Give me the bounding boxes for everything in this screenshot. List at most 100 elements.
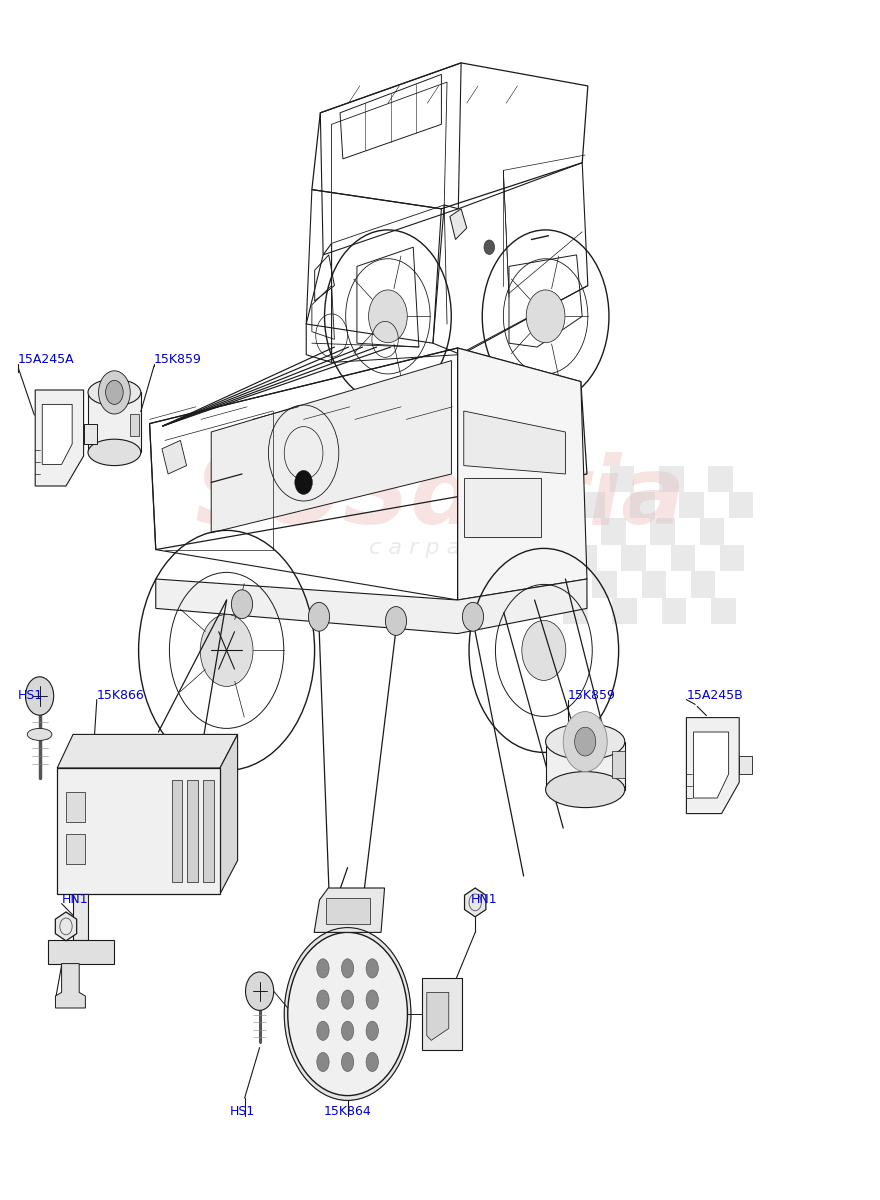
Polygon shape (422, 978, 462, 1050)
Bar (203, 780, 214, 882)
Bar (326, 898, 370, 924)
Ellipse shape (341, 990, 354, 1009)
Ellipse shape (317, 1052, 329, 1072)
Polygon shape (450, 209, 466, 240)
Circle shape (99, 371, 130, 414)
Text: c a r p a r t s: c a r p a r t s (369, 539, 511, 558)
Polygon shape (700, 518, 724, 545)
Ellipse shape (88, 379, 141, 406)
Polygon shape (162, 440, 187, 474)
Polygon shape (621, 545, 646, 571)
Polygon shape (708, 466, 733, 492)
Bar (57, 768, 220, 894)
Polygon shape (610, 466, 634, 492)
Polygon shape (84, 424, 97, 444)
Text: HS1: HS1 (18, 689, 43, 702)
Polygon shape (581, 492, 605, 518)
Text: 15A245A: 15A245A (18, 353, 74, 366)
Polygon shape (686, 718, 739, 814)
Polygon shape (464, 410, 566, 474)
Circle shape (231, 589, 253, 618)
Polygon shape (88, 392, 141, 452)
Polygon shape (55, 964, 85, 1008)
Polygon shape (220, 734, 238, 894)
Polygon shape (572, 545, 597, 571)
Polygon shape (55, 912, 77, 941)
Text: 15K866: 15K866 (97, 689, 144, 702)
Circle shape (106, 380, 123, 404)
Polygon shape (691, 571, 715, 598)
Circle shape (288, 932, 407, 1096)
Circle shape (463, 602, 484, 631)
Ellipse shape (366, 1021, 378, 1040)
Circle shape (385, 606, 407, 636)
Ellipse shape (546, 724, 625, 760)
Polygon shape (42, 404, 72, 464)
Polygon shape (693, 732, 729, 798)
Polygon shape (592, 571, 617, 598)
Text: HN1: HN1 (471, 893, 497, 906)
Circle shape (484, 240, 495, 254)
Circle shape (526, 290, 565, 343)
Polygon shape (48, 940, 114, 964)
Polygon shape (427, 992, 449, 1040)
Text: SOSderia: SOSderia (194, 452, 686, 544)
Bar (464, 478, 540, 538)
Ellipse shape (317, 1021, 329, 1040)
Circle shape (522, 620, 566, 680)
Polygon shape (563, 598, 588, 624)
Polygon shape (729, 492, 753, 518)
Text: HN1: HN1 (62, 893, 88, 906)
Text: 15K859: 15K859 (154, 353, 202, 366)
Text: 15K859: 15K859 (568, 689, 615, 702)
Ellipse shape (546, 772, 625, 808)
Ellipse shape (27, 728, 52, 740)
Polygon shape (650, 518, 675, 545)
Polygon shape (465, 888, 486, 917)
Bar (187, 780, 198, 882)
Ellipse shape (366, 959, 378, 978)
Polygon shape (314, 888, 385, 932)
Polygon shape (671, 545, 695, 571)
Circle shape (246, 972, 274, 1010)
Ellipse shape (317, 990, 329, 1009)
Polygon shape (720, 545, 744, 571)
Circle shape (295, 470, 312, 494)
Polygon shape (739, 756, 752, 774)
Ellipse shape (341, 1021, 354, 1040)
Polygon shape (458, 348, 587, 600)
Circle shape (284, 928, 411, 1100)
Polygon shape (630, 492, 655, 518)
Polygon shape (711, 598, 736, 624)
Polygon shape (601, 518, 626, 545)
Text: 15K864: 15K864 (324, 1105, 371, 1118)
Circle shape (201, 614, 253, 686)
Ellipse shape (341, 959, 354, 978)
Bar (612, 751, 625, 778)
Circle shape (26, 677, 54, 715)
Polygon shape (679, 492, 704, 518)
Bar (66, 792, 85, 822)
Text: 15A245B: 15A245B (686, 689, 743, 702)
Text: HS1: HS1 (230, 1105, 254, 1118)
Ellipse shape (317, 959, 329, 978)
Polygon shape (546, 742, 625, 790)
Circle shape (563, 712, 607, 772)
Polygon shape (659, 466, 684, 492)
Polygon shape (156, 578, 587, 634)
Bar (130, 414, 139, 436)
Polygon shape (57, 734, 238, 768)
Polygon shape (35, 390, 84, 486)
Bar (172, 780, 182, 882)
Circle shape (369, 290, 407, 343)
Polygon shape (211, 360, 451, 533)
Ellipse shape (366, 1052, 378, 1072)
Polygon shape (73, 894, 88, 940)
Ellipse shape (88, 439, 141, 466)
Polygon shape (612, 598, 637, 624)
Ellipse shape (366, 990, 378, 1009)
Bar (66, 834, 85, 864)
Polygon shape (662, 598, 686, 624)
Circle shape (575, 727, 596, 756)
Ellipse shape (341, 1052, 354, 1072)
